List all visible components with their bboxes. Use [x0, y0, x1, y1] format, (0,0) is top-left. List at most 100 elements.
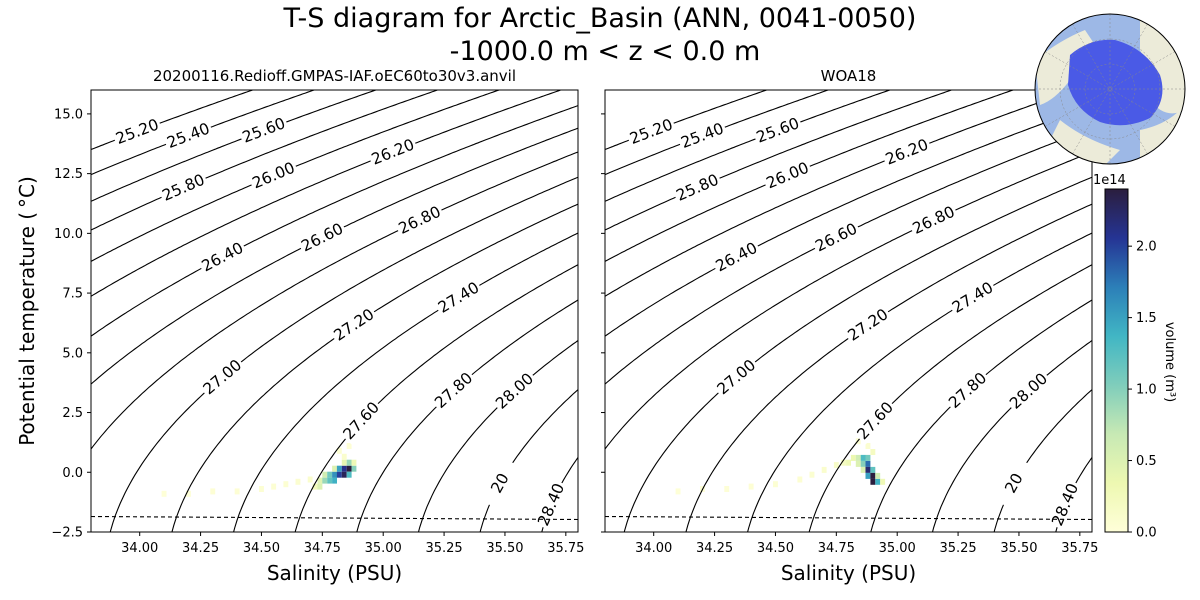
- heatmap-cell: [875, 478, 881, 485]
- density-contour-line: [541, 456, 578, 532]
- contour-label-bg: [676, 118, 729, 153]
- heatmap-cell: [332, 477, 337, 484]
- heatmap-cell: [283, 481, 289, 488]
- heatmap-cell: [865, 454, 871, 461]
- contour-label-bg: [433, 277, 484, 318]
- contour-label: 26.60: [812, 220, 860, 256]
- heatmap-cell: [346, 471, 352, 478]
- heatmap-cell: [341, 453, 347, 460]
- contour-label-bg: [480, 457, 520, 509]
- heatmap-cell: [351, 459, 357, 466]
- y-tick-label: 7.5: [62, 287, 83, 302]
- heatmap-cell: [860, 460, 866, 467]
- heatmap-cell: [186, 490, 191, 497]
- y-tick-label: 15.0: [54, 107, 83, 122]
- contour-label: 27.20: [845, 305, 892, 345]
- contour-label-bg: [852, 397, 899, 445]
- heatmap-cells: [161, 443, 357, 497]
- heatmap-cell: [870, 478, 876, 485]
- contour-label: 26.80: [396, 203, 444, 238]
- density-contour-line: [605, 90, 830, 176]
- heatmap-cell: [865, 443, 871, 449]
- heatmap-cell: [210, 488, 216, 495]
- contour-label-bg: [752, 113, 804, 148]
- heatmap-cell: [346, 459, 352, 466]
- heatmap-cell: [295, 478, 301, 485]
- heatmap-cell: [865, 460, 871, 467]
- x-tick-label: 34.50: [243, 541, 280, 556]
- contour-label: 25.20: [627, 115, 675, 148]
- contour-label: 26.20: [369, 135, 417, 168]
- x-tick-label: 35.75: [1061, 541, 1098, 556]
- plot-frame: [604, 89, 1093, 533]
- contour-label: 26.80: [910, 203, 958, 238]
- x-tick-label: 34.25: [182, 541, 219, 556]
- contour-label: 27.80: [945, 369, 990, 412]
- heatmap-cell: [341, 465, 347, 472]
- x-tick-label: 34.00: [121, 541, 158, 556]
- density-contour-line: [605, 90, 1015, 263]
- contour-label: 25.80: [160, 171, 208, 205]
- heatmap-cell: [317, 477, 323, 484]
- heatmap-cell: [870, 472, 876, 479]
- colorbar-tick-label: 1.0: [1136, 383, 1157, 398]
- density-contour-line: [91, 90, 378, 202]
- density-contour-line: [356, 299, 578, 532]
- region-map-inset: [1034, 13, 1186, 165]
- x-tick-label: 35.50: [1000, 541, 1037, 556]
- contour-label-bg: [394, 201, 446, 239]
- heatmap-cell: [870, 449, 876, 455]
- contour-label-bg: [111, 114, 163, 149]
- contour-label: 26.20: [883, 135, 931, 168]
- contour-label: 28.00: [1006, 370, 1051, 413]
- heatmap-cell: [880, 478, 886, 485]
- contour-label: 28.00: [492, 370, 537, 413]
- contour-label-bg: [1004, 368, 1053, 414]
- heatmap-cell: [327, 477, 333, 484]
- heatmap-cell: [865, 472, 871, 479]
- heatmap-cell: [341, 459, 347, 466]
- heatmap-cell: [748, 483, 754, 490]
- contour-label-bg: [994, 457, 1034, 509]
- heatmap-cell: [259, 486, 264, 492]
- y-axis-label: Potential temperature ( °C): [15, 176, 39, 446]
- heatmap-cells: [675, 438, 886, 495]
- contour-label: 27.60: [340, 398, 383, 443]
- contour-label: 26.40: [713, 239, 761, 276]
- contour-label: 27.60: [854, 398, 897, 443]
- heatmap-cell: [860, 466, 866, 473]
- density-contour-line: [91, 90, 316, 176]
- contour-label: 25.60: [754, 114, 802, 147]
- y-axis-label-group: Potential temperature ( °C): [15, 176, 39, 446]
- density-contour-line: [91, 105, 578, 337]
- heatmap-cell: [351, 465, 357, 472]
- heatmap-cell: [346, 443, 352, 449]
- heatmap-cell: [841, 459, 847, 466]
- map-graticule: [1044, 51, 1176, 127]
- left-panel: 20200116.Redioff.GMPAS-IAF.oEC60to30v3.a…: [51, 67, 627, 585]
- x-tick-label: 35.25: [425, 541, 462, 556]
- heatmap-cell: [855, 460, 861, 467]
- density-contour-line: [233, 232, 578, 532]
- density-contour-line: [91, 90, 440, 231]
- x-tick-label: 34.75: [304, 541, 341, 556]
- y-tick-label: 12.5: [54, 167, 83, 182]
- map-land: [1050, 120, 1120, 164]
- heatmap-cell: [336, 447, 342, 454]
- density-contour-line: [91, 90, 255, 151]
- contour-label-bg: [248, 157, 300, 194]
- contour-label: 26.00: [764, 159, 812, 193]
- contour-label-bg: [533, 478, 569, 531]
- colorbar-label: volume (m³): [1162, 322, 1177, 402]
- density-contour-line: [91, 151, 578, 450]
- heatmap-cell: [332, 465, 337, 472]
- contour-label-bg: [810, 218, 862, 257]
- x-tick-label: 34.00: [635, 541, 672, 556]
- contour-label-bg: [943, 367, 992, 414]
- x-tick-label: 34.25: [696, 541, 733, 556]
- contour-label-bg: [712, 354, 761, 400]
- contour-label-bg: [843, 304, 893, 346]
- contour-label: 27.40: [949, 278, 996, 316]
- x-tick-label: 34.50: [757, 541, 794, 556]
- density-contour-line: [600, 477, 627, 548]
